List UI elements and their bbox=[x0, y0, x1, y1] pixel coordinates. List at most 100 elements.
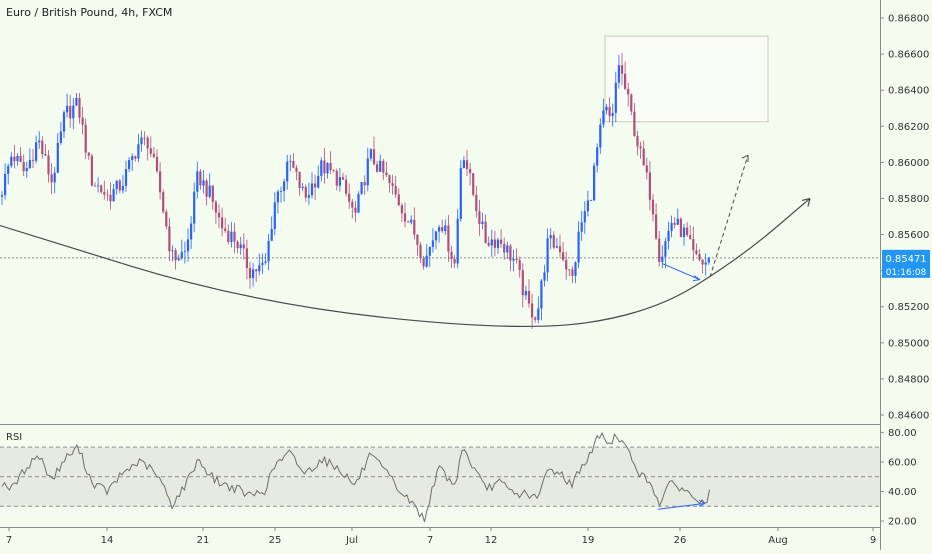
candle bbox=[704, 253, 707, 276]
candle bbox=[527, 279, 531, 308]
candle bbox=[686, 222, 689, 237]
time-tick-label: 25 bbox=[269, 535, 282, 546]
rsi-band-fill bbox=[0, 447, 880, 507]
candle bbox=[506, 241, 509, 260]
candle bbox=[599, 118, 602, 154]
range-rectangle[interactable] bbox=[604, 35, 769, 123]
candle bbox=[661, 245, 664, 269]
rsi-axis[interactable]: 80.00 60.00 40.00 20.00 bbox=[880, 428, 917, 528]
rounding-bottom-curve[interactable] bbox=[0, 197, 811, 328]
candle bbox=[568, 269, 571, 277]
rsi-divergence-arrow[interactable] bbox=[657, 502, 706, 510]
candle bbox=[44, 144, 47, 156]
candle bbox=[416, 233, 419, 256]
candle bbox=[444, 219, 447, 235]
candle bbox=[69, 94, 72, 128]
candle bbox=[692, 226, 695, 262]
candle bbox=[31, 149, 35, 168]
candle bbox=[87, 152, 90, 160]
candle bbox=[143, 131, 146, 146]
price-tick-label: 0.84800 bbox=[888, 374, 929, 385]
candle bbox=[118, 178, 121, 194]
candle bbox=[202, 170, 205, 194]
candle bbox=[438, 224, 441, 243]
rsi-band bbox=[0, 446, 880, 507]
time-axis[interactable]: 7 14 21 25 Jul 7 12 19 26 Aug 9 bbox=[6, 527, 876, 546]
candles bbox=[0, 53, 710, 329]
candle bbox=[354, 200, 357, 223]
candle bbox=[655, 203, 658, 240]
candle bbox=[552, 231, 555, 250]
candle bbox=[484, 214, 487, 244]
candle bbox=[664, 237, 667, 269]
candle bbox=[10, 152, 13, 168]
candle bbox=[149, 136, 152, 158]
candle bbox=[419, 241, 422, 263]
candle bbox=[503, 237, 506, 260]
candle bbox=[292, 153, 295, 169]
candle bbox=[295, 165, 298, 181]
projection-dashed-arrow[interactable] bbox=[709, 155, 749, 278]
candle bbox=[140, 130, 143, 152]
candle bbox=[676, 208, 679, 225]
candle bbox=[425, 244, 428, 268]
candle bbox=[633, 103, 636, 137]
candle bbox=[72, 97, 75, 130]
candle bbox=[13, 144, 16, 169]
candle bbox=[478, 200, 481, 236]
candle bbox=[707, 256, 710, 265]
candle bbox=[453, 255, 456, 268]
rsi-tick-label: 40.00 bbox=[888, 487, 917, 498]
candle bbox=[211, 185, 214, 210]
candle bbox=[403, 202, 407, 228]
candle bbox=[93, 182, 97, 187]
time-tick-label: Jul bbox=[345, 535, 358, 546]
rsi-tick-label: 20.00 bbox=[888, 517, 917, 528]
candle bbox=[397, 188, 400, 207]
candle bbox=[208, 173, 211, 199]
candle bbox=[500, 229, 503, 248]
rsi-tick-label: 60.00 bbox=[888, 457, 917, 468]
rsi-tick-label: 80.00 bbox=[888, 428, 917, 439]
candle bbox=[242, 233, 245, 260]
time-tick-label: 19 bbox=[582, 535, 595, 546]
candle bbox=[351, 199, 354, 219]
candle bbox=[314, 174, 317, 200]
price-divergence-arrow[interactable] bbox=[661, 262, 701, 281]
price-tick-label: 0.85000 bbox=[888, 338, 929, 349]
rsi-label: RSI bbox=[6, 432, 23, 443]
candle bbox=[317, 165, 320, 189]
candle bbox=[487, 236, 490, 247]
candle bbox=[301, 183, 304, 192]
candle bbox=[673, 217, 676, 229]
candle bbox=[121, 174, 124, 194]
candle bbox=[329, 151, 332, 175]
candle bbox=[103, 180, 106, 200]
time-tick-label: 21 bbox=[197, 535, 210, 546]
candle bbox=[137, 134, 140, 163]
candle bbox=[196, 161, 199, 199]
candle bbox=[586, 190, 589, 217]
candle bbox=[276, 189, 279, 214]
candle bbox=[186, 228, 190, 262]
time-tick-label: 12 bbox=[485, 535, 498, 546]
rsi-panel bbox=[1, 431, 710, 522]
candle bbox=[183, 241, 186, 264]
price-divergence-arrowhead bbox=[692, 275, 701, 282]
candle bbox=[162, 189, 165, 215]
candle bbox=[332, 169, 335, 173]
candle bbox=[651, 193, 655, 222]
candle bbox=[571, 266, 574, 283]
candle bbox=[112, 183, 115, 202]
candle bbox=[124, 160, 128, 192]
candle bbox=[360, 181, 363, 195]
candle bbox=[382, 158, 385, 181]
candle bbox=[363, 175, 366, 195]
candle bbox=[698, 249, 701, 262]
candle bbox=[658, 231, 661, 267]
candle bbox=[248, 261, 252, 289]
candle bbox=[50, 163, 53, 195]
candle bbox=[648, 160, 651, 211]
price-tag-box bbox=[882, 249, 930, 278]
price-tick-label: 0.84600 bbox=[888, 410, 929, 421]
